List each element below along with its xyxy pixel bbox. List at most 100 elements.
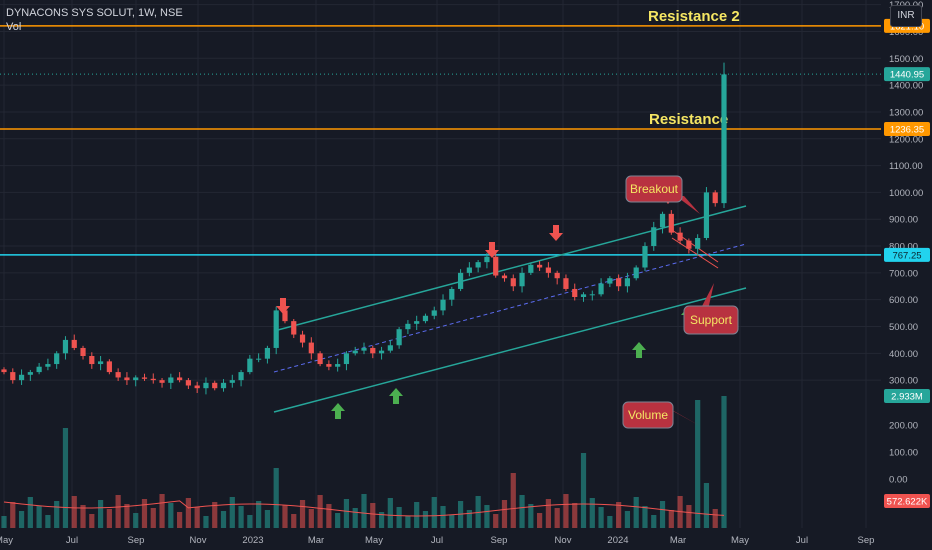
callout-label: Support [690, 313, 733, 327]
price-tick-label: 500.00 [889, 322, 918, 333]
volume-bar [308, 509, 314, 528]
time-axis[interactable]: May Jul Sep Nov 2023 Mar May Jul Sep Nov 2024 Mar Ma… [0, 530, 932, 550]
candle-body [352, 350, 358, 354]
time-tick-label: 2023 [242, 535, 263, 546]
volume-bar [642, 506, 648, 528]
volume-bar [431, 497, 437, 528]
candle-body [589, 294, 595, 296]
candle-body [115, 372, 121, 378]
volume-bar [71, 496, 77, 528]
volume-bar [616, 502, 622, 528]
candle-body [510, 278, 516, 287]
price-tick-label: 300.00 [889, 376, 918, 387]
price-tick-label: 1000.00 [889, 188, 923, 199]
candle-body [45, 364, 51, 367]
volume-bar [141, 499, 148, 528]
candle-body [712, 192, 718, 204]
volume-bar [36, 506, 42, 528]
volume-bar [54, 501, 60, 528]
candle-body [519, 272, 525, 287]
time-axis-background [0, 530, 932, 550]
volume-bar [466, 510, 472, 528]
level-label: Resistance 2 [648, 8, 740, 25]
candle-body [624, 278, 631, 287]
candle-body [466, 267, 472, 273]
candle-body [150, 378, 156, 381]
candle-body [563, 278, 569, 289]
volume-tick-label: 200.00 [889, 421, 918, 432]
candle-body [378, 350, 385, 354]
volume-bar [501, 500, 508, 528]
candle-body [62, 339, 69, 354]
volume-bar [668, 510, 674, 528]
price-tick-label: 1300.00 [889, 107, 923, 118]
time-tick-label: Jul [796, 535, 808, 546]
volume-bar [440, 506, 446, 528]
callout-box [625, 175, 683, 203]
price-tick-label: 800.00 [889, 242, 918, 253]
volume-bar [238, 506, 244, 528]
callout-label: Volume [628, 408, 668, 422]
candle-body [168, 377, 174, 383]
axis-background [881, 0, 932, 550]
currency-button[interactable]: INR [890, 5, 922, 27]
candle-body [27, 372, 33, 375]
marker-arrows [276, 188, 695, 419]
callout-box [622, 401, 674, 429]
candle-body [177, 377, 183, 381]
time-tick-label: Jul [66, 535, 78, 546]
volume-bar [89, 514, 95, 528]
volume-bar [326, 504, 332, 528]
volume-bar [493, 514, 499, 528]
volume-bars [1, 396, 727, 528]
volume-bar [194, 507, 200, 528]
candle-body [203, 382, 209, 389]
volume-last-tag-bg [884, 389, 930, 403]
candle-body [220, 382, 227, 389]
volume-bar [633, 497, 639, 528]
volume-bar [299, 500, 306, 528]
volume-bar [545, 499, 551, 528]
flag-line [671, 237, 719, 269]
candlesticks [1, 62, 727, 395]
callout-label: Breakout [630, 182, 679, 196]
candle-body [326, 364, 332, 367]
candle-body [80, 347, 86, 357]
candle-body [229, 380, 235, 383]
candle-body [686, 240, 692, 249]
candle-body [10, 372, 16, 381]
volume-tick-label: 0.00 [889, 475, 908, 486]
candle-body [387, 345, 393, 351]
channel-midline [273, 243, 747, 373]
volume-bar [387, 498, 393, 528]
level-price-tag: 767.25 [892, 250, 921, 261]
price-axis[interactable]: 1700.001600.001500.001400.001300.001200.… [881, 0, 932, 550]
volume-bar [282, 505, 288, 528]
volume-bar [150, 508, 156, 528]
volume-bar [563, 494, 569, 528]
volume-bar [659, 501, 666, 528]
candle-body [71, 339, 77, 348]
volume-indicator-label: Vol [6, 21, 22, 33]
candle-body [343, 353, 350, 365]
candle-body [633, 267, 639, 279]
price-tick-label: 1400.00 [889, 81, 923, 92]
time-tick-label: 2024 [607, 535, 628, 546]
candle-body [185, 380, 191, 386]
volume-bar [203, 516, 209, 528]
candle-body [659, 213, 666, 228]
volume-bar [370, 503, 376, 528]
volume-tick-label: 100.00 [889, 448, 918, 459]
chart-header: DYNACONS SYS SOLUT, 1W, NSE Vol [6, 6, 183, 34]
volume-bar [607, 516, 613, 528]
volume-bar [115, 495, 121, 528]
volume-average-tag-bg [884, 494, 930, 508]
volume-bar [651, 515, 657, 528]
volume-last-tag: 2.933M [891, 392, 923, 403]
candle-body [282, 310, 288, 322]
volume-bar [273, 468, 279, 528]
volume-bar [335, 513, 341, 528]
time-tick-label: May [0, 535, 13, 546]
candle-body [291, 321, 297, 335]
